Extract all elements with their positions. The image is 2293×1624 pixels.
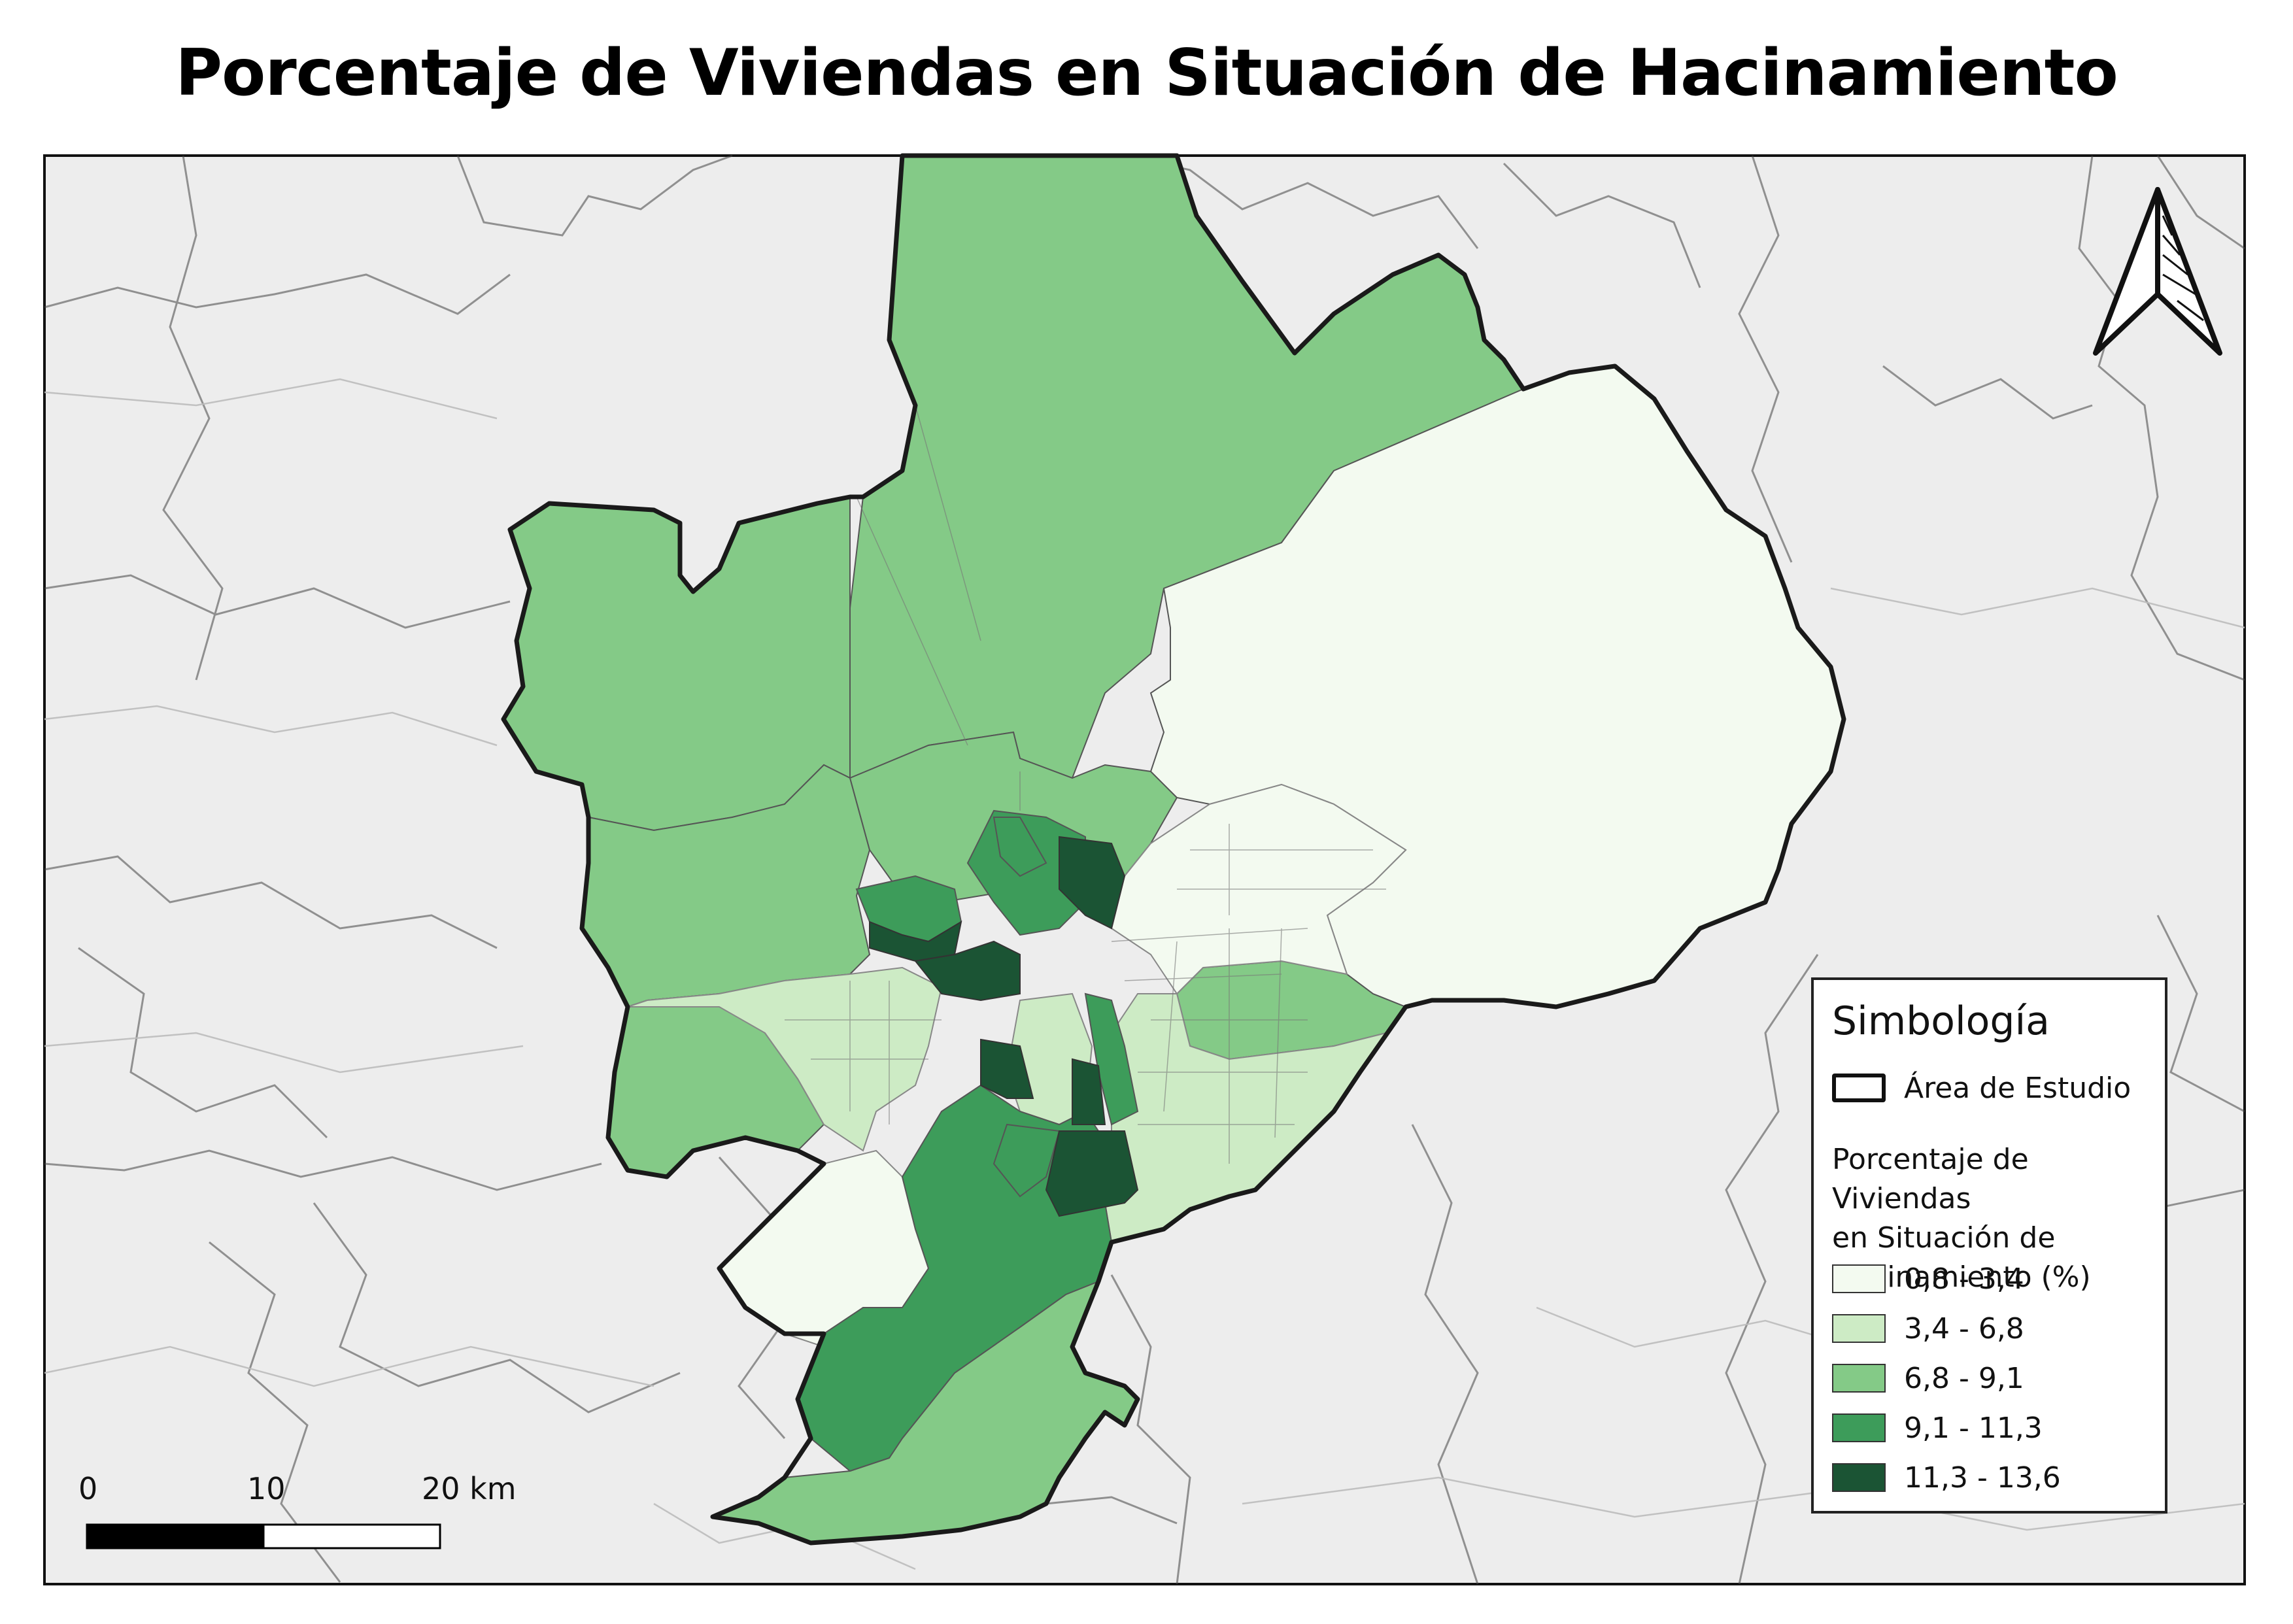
- legend-class-3: 6,8 - 9,1: [1832, 1362, 2024, 1395]
- district-dark-north: [1059, 836, 1126, 930]
- scalebar-label-10: 10: [247, 1471, 286, 1506]
- scalebar-label-0: 0: [78, 1471, 98, 1506]
- legend-subtitle-line: en Situación de: [1832, 1221, 2056, 1255]
- legend-title: Simbología: [1832, 998, 2050, 1044]
- legend-class-5: 11,3 - 13,6: [1832, 1461, 2061, 1495]
- scalebar: [86, 1523, 441, 1549]
- legend-class-1: 0,8 - 3,4: [1832, 1262, 2024, 1296]
- basemap-boundaries: [44, 154, 2245, 1585]
- class-swatch: [1832, 1364, 1886, 1393]
- legend-study-area: Área de Estudio: [1832, 1071, 2132, 1105]
- district-dark-west: [869, 920, 962, 962]
- legend-class-label: 11,3 - 13,6: [1904, 1461, 2061, 1495]
- north-arrow-icon: [2093, 187, 2222, 356]
- scalebar-label-20: 20 km: [422, 1471, 517, 1506]
- urban-grid: [785, 405, 1386, 1164]
- legend-class-4: 9,1 - 11,3: [1832, 1411, 2043, 1445]
- district-dark-center: [914, 940, 1021, 1002]
- class-swatch: [1832, 1463, 1886, 1492]
- legend-class-label: 0,8 - 3,4: [1904, 1262, 2024, 1296]
- class-swatch: [1832, 1264, 1886, 1293]
- district-west-light: [627, 966, 943, 1152]
- study-area-outline: [501, 153, 1846, 1546]
- district-dark-south: [1045, 1130, 1139, 1217]
- legend-class-label: 6,8 - 9,1: [1904, 1361, 2024, 1395]
- district-dark-south-west: [980, 1038, 1034, 1099]
- district-dark-south-2: [1072, 1058, 1106, 1125]
- legend-subtitle-line: Porcentaje de Viviendas: [1832, 1143, 2029, 1215]
- legend: Simbología Área de Estudio Porcentaje de…: [1811, 977, 2167, 1514]
- class-swatch: [1832, 1413, 1886, 1442]
- legend-subtitle: Porcentaje de Viviendas en Situación de …: [1832, 1140, 2159, 1297]
- district-south-center-medium: [993, 1123, 1061, 1198]
- legend-class-2: 3,4 - 6,8: [1832, 1312, 2024, 1345]
- class-swatch: [1832, 1314, 1886, 1343]
- basemap-roads: [44, 378, 2245, 1570]
- study-area-swatch: [1832, 1074, 1886, 1102]
- legend-class-label: 9,1 - 11,3: [1904, 1411, 2043, 1445]
- legend-study-area-label: Área de Estudio: [1904, 1071, 2132, 1105]
- legend-class-label: 3,4 - 6,8: [1904, 1311, 2024, 1345]
- map-title: Porcentaje de Viviendas en Situación de …: [175, 36, 2118, 110]
- district-north-medium: [993, 817, 1047, 877]
